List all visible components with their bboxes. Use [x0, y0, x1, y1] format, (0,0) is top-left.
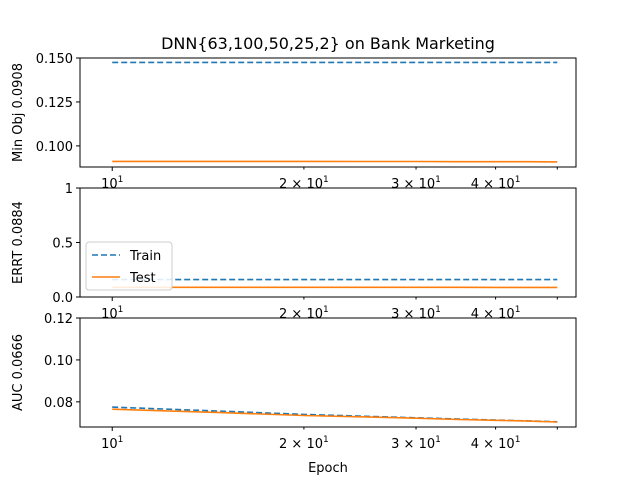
x-tick-label: 4 × 101 — [471, 175, 521, 192]
axes-frame — [79, 57, 577, 168]
chart-title: DNN{63,100,50,25,2} on Bank Marketing — [161, 34, 495, 53]
y-tick-label: 0.125 — [36, 96, 73, 111]
x-tick-label: 3 × 101 — [391, 175, 441, 192]
series-line-test — [112, 408, 558, 423]
x-tick-label: 3 × 101 — [391, 305, 441, 322]
panel-3: 0.08 0.10 0.12 101 2 × 101 3 × 101 4 × 101 AUC … — [11, 312, 577, 452]
legend-box — [85, 241, 173, 291]
y-tick-label: 1 — [65, 182, 73, 197]
x-tick-label: 4 × 101 — [471, 435, 521, 452]
y-tick-label: 0.0 — [52, 291, 73, 306]
legend-label: Train — [129, 249, 161, 264]
y-tick-label: 0.100 — [36, 140, 73, 155]
y-tick-label: 0.10 — [44, 354, 73, 369]
y-axis-label: AUC 0.0666 — [11, 334, 26, 411]
legend: Train Test — [85, 241, 173, 291]
axes-frame — [79, 317, 577, 428]
y-tick-label: 0.12 — [44, 312, 73, 327]
x-tick-label: 101 — [101, 435, 123, 452]
legend-label: Test — [129, 271, 156, 286]
y-tick-label: 0.08 — [44, 396, 73, 411]
x-tick-label: 4 × 101 — [471, 305, 521, 322]
x-axis-label: Epoch — [308, 461, 348, 476]
y-axis-label: Min Obj 0.0908 — [11, 63, 26, 162]
y-tick-label: 0.5 — [52, 237, 73, 252]
x-tick-label: 2 × 101 — [279, 435, 329, 452]
y-tick-label: 0.150 — [36, 52, 73, 67]
x-tick-label: 2 × 101 — [279, 175, 329, 192]
x-tick-label: 3 × 101 — [391, 435, 441, 452]
series-line-test — [112, 160, 558, 163]
y-axis-label: ERRT 0.0884 — [11, 201, 26, 284]
x-tick-label: 2 × 101 — [279, 305, 329, 322]
